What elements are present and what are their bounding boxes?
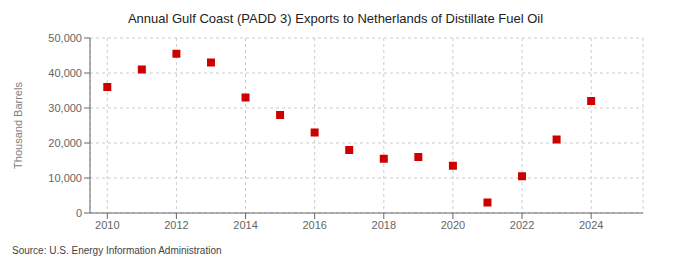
html-text:Annual Gulf Coast (PADD 3) Exp: Annual Gulf Coast (PADD 3) Exports to Ne… bbox=[127, 11, 544, 26]
svg-text:2022: 2022 bbox=[510, 219, 534, 231]
svg-text:50,000: 50,000 bbox=[48, 32, 82, 44]
svg-text:20,000: 20,000 bbox=[48, 137, 82, 149]
svg-text:40,000: 40,000 bbox=[48, 67, 82, 79]
html-text:Source: U.S. Energy Informatio: Source: U.S. Energy Information Administ… bbox=[12, 245, 222, 256]
svg-text:2020: 2020 bbox=[441, 219, 465, 231]
svg-text:2012: 2012 bbox=[164, 219, 188, 231]
svg-text:2010: 2010 bbox=[95, 219, 119, 231]
svg-text:2014: 2014 bbox=[233, 219, 257, 231]
svg-text:10,000: 10,000 bbox=[48, 172, 82, 184]
svg-text:2016: 2016 bbox=[302, 219, 326, 231]
svg-text:0: 0 bbox=[76, 207, 82, 219]
svg-text:2018: 2018 bbox=[372, 219, 396, 231]
svg-text:Thousand Barrels: Thousand Barrels bbox=[12, 82, 24, 169]
svg-text:2024: 2024 bbox=[579, 219, 603, 231]
svg-text:30,000: 30,000 bbox=[48, 102, 82, 114]
